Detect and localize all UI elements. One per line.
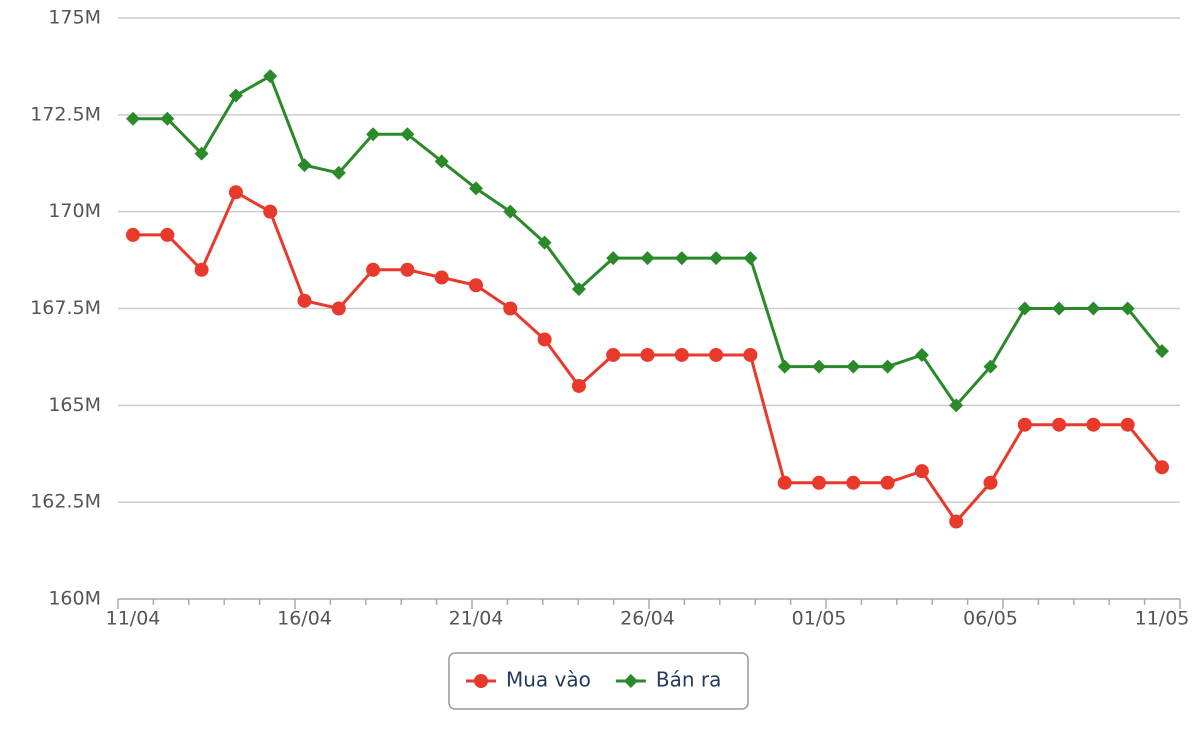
legend: Mua vào Bán ra: [448, 652, 749, 710]
x-tick-label: 06/05: [963, 608, 1018, 630]
legend-box: [448, 652, 749, 710]
point: [400, 127, 415, 142]
point: [1017, 417, 1032, 432]
point: [880, 475, 895, 490]
point: [297, 293, 312, 308]
point: [846, 359, 861, 374]
point: [160, 227, 175, 242]
point: [914, 464, 929, 479]
point: [1120, 301, 1135, 316]
point: [640, 347, 655, 362]
point: [537, 235, 552, 250]
point: [297, 158, 312, 173]
point: [503, 301, 518, 316]
point: [914, 347, 929, 362]
point: [812, 359, 826, 374]
legend-marker: [623, 674, 638, 688]
point: [160, 111, 175, 126]
point: [331, 301, 346, 316]
point: [606, 347, 621, 362]
x-tick-label: 16/04: [277, 608, 332, 630]
point: [743, 251, 758, 266]
point: [640, 251, 655, 266]
point: [880, 359, 895, 374]
legend-label: Mua vào: [506, 668, 591, 692]
point: [1155, 460, 1169, 475]
point: [1086, 301, 1101, 316]
point: [126, 227, 140, 242]
legend-marker: [474, 674, 488, 688]
point: [1120, 417, 1135, 432]
point: [434, 154, 449, 169]
x-tick-label: 01/05: [792, 608, 847, 630]
point: [434, 270, 449, 285]
point: [503, 204, 518, 219]
x-tick-label: 26/04: [620, 608, 675, 630]
x-tick-label: 11/05: [1135, 608, 1190, 630]
point: [709, 251, 724, 266]
x-tick-label: 11/04: [106, 608, 161, 630]
point: [983, 475, 998, 490]
point: [777, 475, 792, 490]
point: [228, 185, 243, 200]
point: [1086, 417, 1101, 432]
point: [777, 359, 792, 374]
y-tick-label: 160M: [48, 588, 101, 610]
point: [1017, 301, 1032, 316]
point: [983, 359, 998, 374]
y-tick-label: 165M: [48, 394, 101, 416]
point: [846, 475, 861, 490]
y-tick-label: 162.5M: [30, 491, 101, 513]
point: [743, 347, 758, 362]
point: [949, 514, 964, 529]
x-tick-label: 21/04: [449, 608, 504, 630]
point: [606, 251, 621, 266]
point: [469, 278, 483, 293]
point: [537, 332, 552, 347]
point: [331, 165, 346, 180]
point: [1052, 301, 1067, 316]
point: [571, 282, 586, 297]
y-tick-label: 167.5M: [30, 297, 101, 319]
point: [674, 347, 689, 362]
point: [194, 262, 209, 277]
point: [228, 88, 243, 103]
point: [674, 251, 689, 266]
point: [812, 475, 826, 490]
point: [194, 146, 209, 161]
y-tick-label: 170M: [48, 200, 101, 222]
point: [263, 204, 278, 219]
point: [949, 398, 964, 413]
y-tick-label: 175M: [48, 7, 101, 29]
point: [1052, 417, 1067, 432]
point: [469, 181, 483, 196]
point: [126, 111, 140, 126]
point: [263, 69, 278, 84]
point: [366, 127, 381, 142]
point: [1155, 344, 1169, 359]
point: [366, 262, 381, 277]
point: [400, 262, 415, 277]
y-tick-label: 172.5M: [30, 103, 101, 125]
legend-label: Bán ra: [656, 668, 722, 692]
point: [571, 378, 586, 393]
point: [709, 347, 724, 362]
